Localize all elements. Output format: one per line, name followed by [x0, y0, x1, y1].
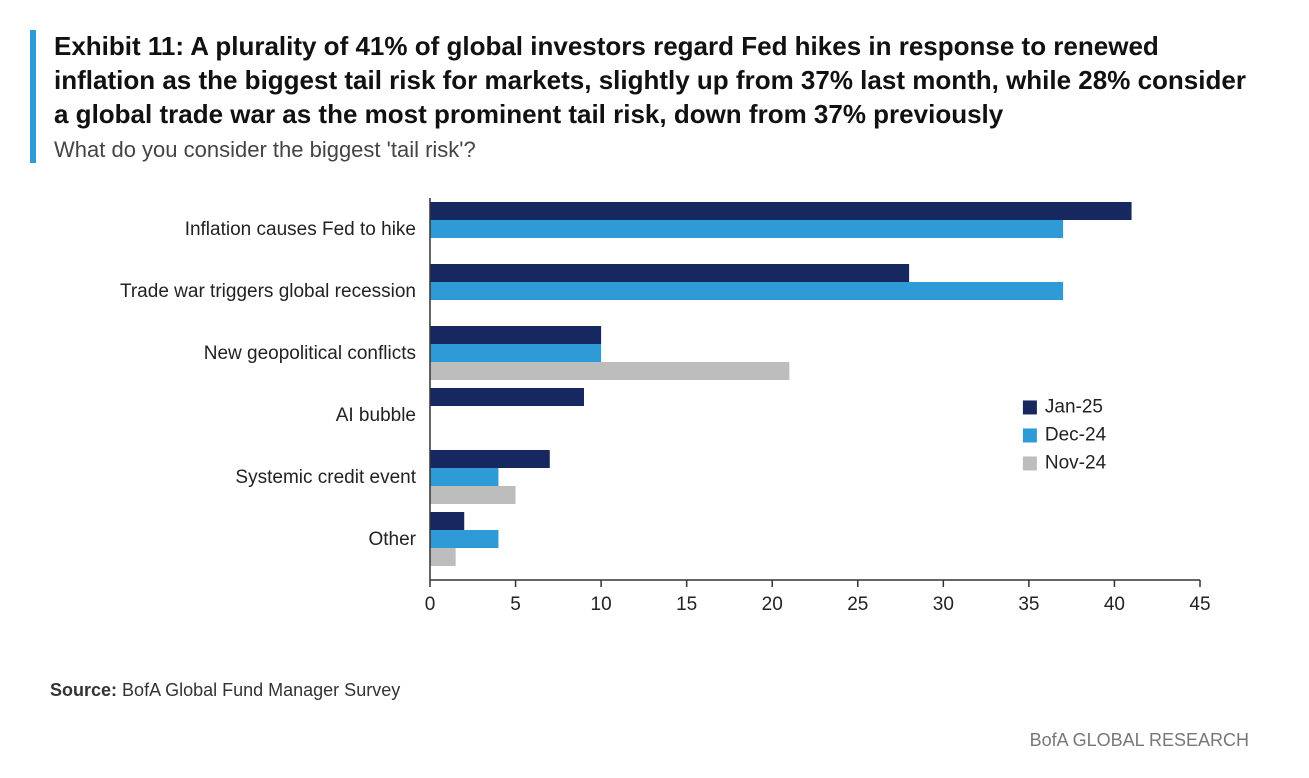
x-tick-label: 0 — [425, 594, 436, 615]
legend-swatch — [1023, 428, 1037, 442]
x-tick-label: 40 — [1104, 594, 1125, 615]
bar — [430, 450, 550, 468]
x-tick-label: 45 — [1189, 594, 1210, 615]
source-line: Source: BofA Global Fund Manager Survey — [50, 680, 400, 701]
legend-label: Nov-24 — [1045, 452, 1107, 473]
bar — [430, 202, 1132, 220]
category-label: Other — [368, 529, 416, 550]
x-tick-label: 15 — [676, 594, 697, 615]
exhibit-page: Exhibit 11: A plurality of 41% of global… — [0, 0, 1309, 778]
category-label: Trade war triggers global recession — [120, 281, 416, 302]
header-block: Exhibit 11: A plurality of 41% of global… — [30, 30, 1259, 163]
bar — [430, 530, 498, 548]
category-label: Systemic credit event — [235, 467, 416, 488]
x-tick-label: 25 — [847, 594, 868, 615]
legend-label: Dec-24 — [1045, 424, 1107, 445]
source-text: BofA Global Fund Manager Survey — [122, 680, 400, 700]
category-label: New geopolitical conflicts — [204, 343, 416, 364]
legend-swatch — [1023, 456, 1037, 470]
x-tick-label: 10 — [591, 594, 612, 615]
bar — [430, 512, 464, 530]
tail-risk-chart: Inflation causes Fed to hike Trade war tr… — [60, 190, 1240, 640]
category-label: Inflation causes Fed to hike — [185, 219, 416, 240]
x-tick-label: 5 — [510, 594, 521, 615]
bar — [430, 344, 601, 362]
x-tick-label: 20 — [762, 594, 783, 615]
bar — [430, 468, 498, 486]
x-tick-label: 30 — [933, 594, 954, 615]
bar — [430, 388, 584, 406]
exhibit-title: Exhibit 11: A plurality of 41% of global… — [54, 30, 1259, 131]
chart-svg: Inflation causes Fed to hike Trade war tr… — [60, 190, 1240, 640]
bar — [430, 282, 1063, 300]
brand-footer: BofA GLOBAL RESEARCH — [1030, 730, 1249, 751]
category-label: AI bubble — [336, 405, 416, 426]
bar — [430, 220, 1063, 238]
bar — [430, 326, 601, 344]
exhibit-subtitle: What do you consider the biggest 'tail r… — [54, 137, 1259, 163]
bar — [430, 362, 789, 380]
legend-swatch — [1023, 400, 1037, 414]
bar — [430, 548, 456, 566]
bar — [430, 264, 909, 282]
bar — [430, 486, 516, 504]
source-label: Source: — [50, 680, 117, 700]
legend-label: Jan-25 — [1045, 396, 1103, 417]
x-tick-label: 35 — [1018, 594, 1039, 615]
